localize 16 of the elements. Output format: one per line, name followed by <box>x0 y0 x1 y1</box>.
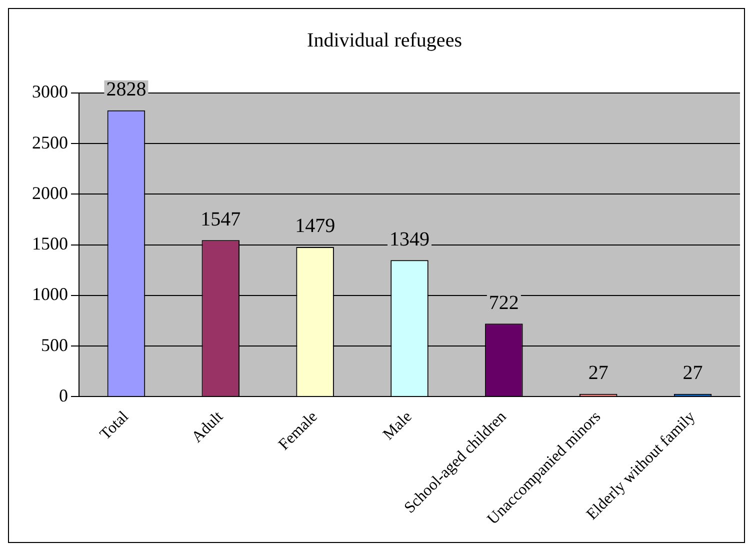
data-label: 27 <box>682 362 703 384</box>
x-tick-label: Male <box>380 408 416 444</box>
data-label: 2828 <box>106 78 146 101</box>
y-tick-label: 0 <box>59 385 68 406</box>
data-label: 722 <box>488 292 519 314</box>
data-label: 27 <box>588 362 608 384</box>
y-tick-label: 2500 <box>32 132 68 152</box>
data-label: 1479 <box>295 215 336 238</box>
data-label: 1547 <box>200 208 241 230</box>
data-label: 1349 <box>390 228 430 250</box>
y-tick-label: 1500 <box>32 234 68 254</box>
chart-title: Individual refugees <box>307 29 462 52</box>
y-tick-label: 500 <box>41 334 68 355</box>
y-tick-label: 1000 <box>32 284 68 304</box>
y-tick-label: 2000 <box>32 182 68 203</box>
y-tick-label: 3000 <box>32 82 68 102</box>
